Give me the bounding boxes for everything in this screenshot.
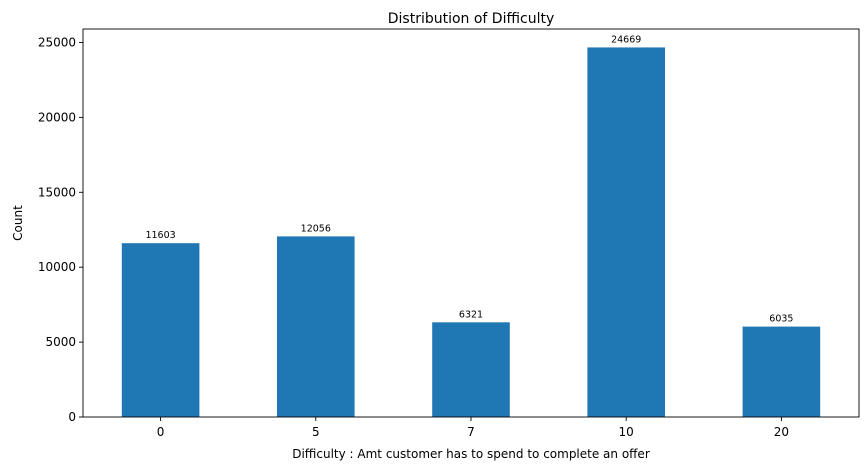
plot-frame	[82, 28, 860, 418]
x-axis: 0 5 7 10 20	[157, 417, 789, 439]
data-label-7: 6321	[459, 309, 483, 320]
chart-title: Distribution of Difficulty	[388, 11, 555, 27]
y-tick-label-15000: 15000	[38, 185, 76, 199]
y-tick-label-0: 0	[68, 410, 76, 424]
bar-5	[277, 236, 355, 417]
y-tick-label-20000: 20000	[38, 110, 76, 124]
data-label-5: 12056	[301, 223, 331, 234]
data-label-20: 6035	[769, 314, 793, 325]
bar-20	[742, 326, 821, 417]
bar-7	[432, 322, 510, 417]
data-label-10: 24669	[611, 34, 641, 45]
y-axis: 0 5000 10000 15000 20000 25000	[38, 35, 83, 424]
y-axis-label: Count	[11, 205, 25, 241]
x-axis-label: Difficulty : Amt customer has to spend t…	[292, 447, 650, 461]
x-tick-label-7: 7	[467, 425, 475, 439]
bar-0	[121, 243, 200, 417]
data-labels-layer: 11603 12056 6321 24669 6035	[145, 34, 793, 324]
y-tick-label-10000: 10000	[38, 260, 76, 274]
data-label-0: 11603	[145, 230, 175, 241]
x-tick-label-5: 5	[312, 425, 320, 439]
y-tick-label-5000: 5000	[45, 335, 76, 349]
bars-layer	[121, 47, 821, 417]
x-tick-label-0: 0	[157, 425, 165, 439]
x-tick-label-10: 10	[619, 425, 634, 439]
y-tick-label-25000: 25000	[38, 35, 76, 49]
bar-10	[587, 47, 665, 417]
x-tick-label-20: 20	[774, 425, 789, 439]
